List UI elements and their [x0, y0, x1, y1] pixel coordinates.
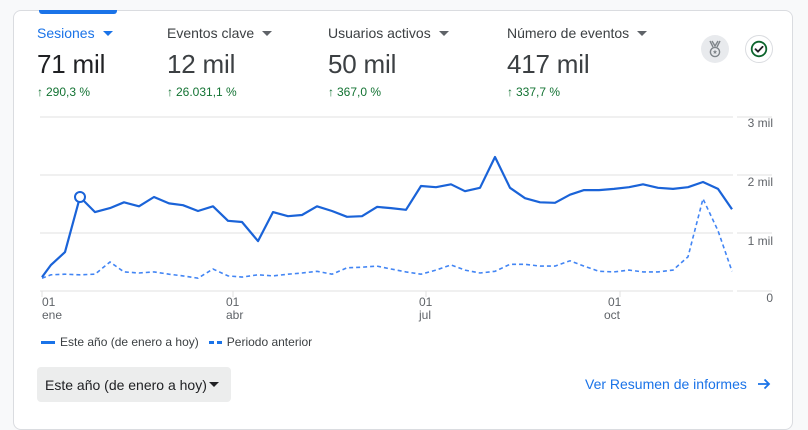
- arrow-up-icon: ↑: [328, 85, 334, 99]
- sessions-line-chart[interactable]: [0, 0, 808, 330]
- current-year-line: [41, 155, 733, 278]
- chevron-down-icon: [262, 30, 273, 36]
- y-tick-label: 2 mil: [747, 175, 773, 189]
- date-range-select[interactable]: Este año (de enero a hoy): [37, 367, 231, 402]
- chevron-down-icon: [637, 30, 648, 36]
- arrow-up-icon: ↑: [167, 85, 173, 99]
- active-tab-indicator: [39, 10, 117, 14]
- highlighted-data-point[interactable]: [74, 191, 86, 203]
- previous-period-line: [41, 196, 733, 280]
- y-tick-label: 3 mil: [747, 116, 773, 130]
- chart-legend: Este año (de enero a hoy) Periodo anteri…: [41, 335, 312, 349]
- medal-icon: [709, 40, 721, 58]
- arrow-forward-icon: [757, 378, 771, 390]
- metric-value: 50 mil: [328, 49, 397, 79]
- chevron-down-icon: [209, 382, 219, 387]
- x-tick-label: 01 jul: [419, 295, 433, 322]
- dashed-line-swatch: [208, 340, 222, 344]
- chevron-down-icon: [438, 30, 449, 36]
- x-tick-label: 01 abr: [226, 295, 244, 322]
- metric-tab-numero-eventos[interactable]: Número de eventos 417 mil ↑ 337,7 %: [507, 24, 648, 99]
- check-circle-icon: [750, 40, 768, 58]
- x-tick-label: 01 ene: [42, 295, 63, 322]
- metric-label[interactable]: Sesiones: [37, 24, 113, 42]
- sessions-overview-card: [13, 10, 793, 430]
- arrow-up-icon: ↑: [507, 85, 513, 99]
- insights-medal-button[interactable]: [701, 35, 729, 63]
- metric-value: 71 mil: [37, 49, 106, 79]
- x-tick-label: 01 oct: [604, 295, 622, 322]
- metric-value: 417 mil: [507, 49, 590, 79]
- y-tick-label: 0: [766, 291, 773, 305]
- metric-tab-eventos-clave[interactable]: Eventos clave 12 mil ↑ 26.031,1 %: [167, 24, 273, 99]
- metric-change: ↑ 367,0 %: [328, 85, 382, 99]
- metric-tab-sesiones[interactable]: Sesiones 71 mil ↑ 290,3 %: [37, 24, 113, 99]
- legend-current-label: Este año (de enero a hoy): [60, 335, 199, 349]
- metric-tab-usuarios-activos[interactable]: Usuarios activos 50 mil ↑ 367,0 %: [328, 24, 449, 99]
- solid-line-swatch: [41, 340, 55, 344]
- metric-change: ↑ 337,7 %: [507, 85, 561, 99]
- view-reports-summary-link[interactable]: Ver Resumen de informes: [585, 376, 771, 392]
- metric-change: ↑ 290,3 %: [37, 85, 91, 99]
- arrow-up-icon: ↑: [37, 85, 43, 99]
- metric-label[interactable]: Número de eventos: [507, 24, 648, 42]
- metric-label[interactable]: Usuarios activos: [328, 24, 449, 42]
- legend-previous-label: Periodo anterior: [226, 335, 313, 349]
- metric-change: ↑ 26.031,1 %: [167, 85, 237, 99]
- status-check-button[interactable]: [745, 35, 773, 63]
- chevron-down-icon: [102, 30, 113, 36]
- y-tick-label: 1 mil: [747, 234, 773, 248]
- metric-value: 12 mil: [167, 49, 236, 79]
- metric-label[interactable]: Eventos clave: [167, 24, 273, 42]
